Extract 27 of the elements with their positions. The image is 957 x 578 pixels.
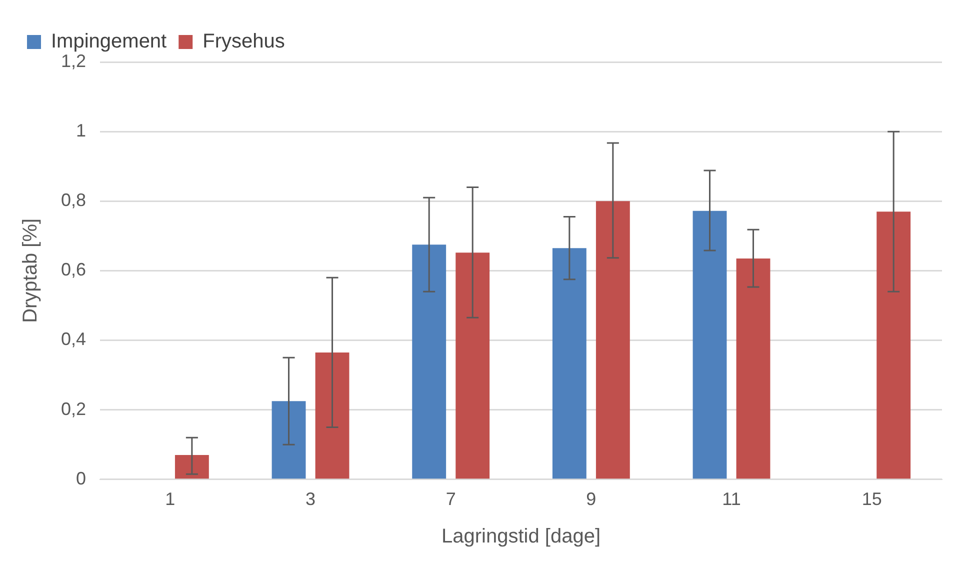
bar — [736, 258, 770, 479]
legend-label: Frysehus — [202, 30, 285, 53]
bar — [315, 352, 350, 479]
x-tick-label: 11 — [722, 489, 741, 510]
y-axis-title: Dryptab [%] — [20, 218, 42, 323]
bar — [272, 401, 306, 479]
y-tick-label: 0,4 — [60, 329, 86, 350]
x-tick-label: 9 — [586, 489, 596, 510]
y-tick-label: 1 — [76, 120, 86, 141]
x-tick-label: 1 — [165, 489, 176, 510]
y-tick-label: 0,6 — [60, 260, 86, 280]
legend-label: Impingement — [51, 30, 168, 53]
bar — [456, 252, 490, 479]
bar — [596, 201, 630, 479]
y-tick-label: 1,2 — [60, 50, 86, 71]
bar — [174, 455, 209, 479]
bar — [412, 244, 446, 479]
bar — [876, 212, 911, 479]
y-tick-label: 0,8 — [60, 190, 86, 210]
x-tick-label: 7 — [446, 489, 456, 510]
x-axis-title: Lagringstid [dage] — [442, 526, 601, 548]
y-tick-label: 0 — [76, 468, 86, 488]
x-tick-label: 15 — [862, 489, 882, 510]
bar — [692, 210, 727, 479]
bar — [552, 248, 586, 479]
y-tick-label: 0,2 — [60, 398, 86, 419]
x-tick-label: 3 — [306, 489, 316, 510]
